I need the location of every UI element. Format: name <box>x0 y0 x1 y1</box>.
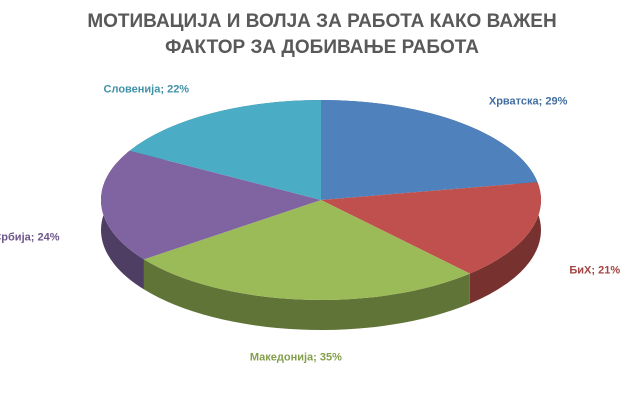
slice-side <box>469 182 541 304</box>
slice <box>321 182 541 274</box>
data-label: Србија; 24% <box>0 232 60 244</box>
data-label: Словенија; 22% <box>104 83 190 95</box>
data-label: Хрватска; 29% <box>489 96 568 108</box>
slice <box>101 150 321 260</box>
chart-title-line: МОТИВАЦИЈА И ВОЛЈА ЗА РАБОТА КАКО ВАЖЕН <box>87 11 556 32</box>
slice <box>321 100 538 200</box>
data-label: Македонија; 35% <box>250 351 342 363</box>
slice <box>143 200 470 300</box>
slice <box>129 100 321 200</box>
data-label: БиХ; 21% <box>569 265 620 277</box>
chart-title-line: ФАКТОР ЗА ДОБИВАЊЕ РАБОТА <box>165 37 479 58</box>
slice-side <box>143 259 470 330</box>
